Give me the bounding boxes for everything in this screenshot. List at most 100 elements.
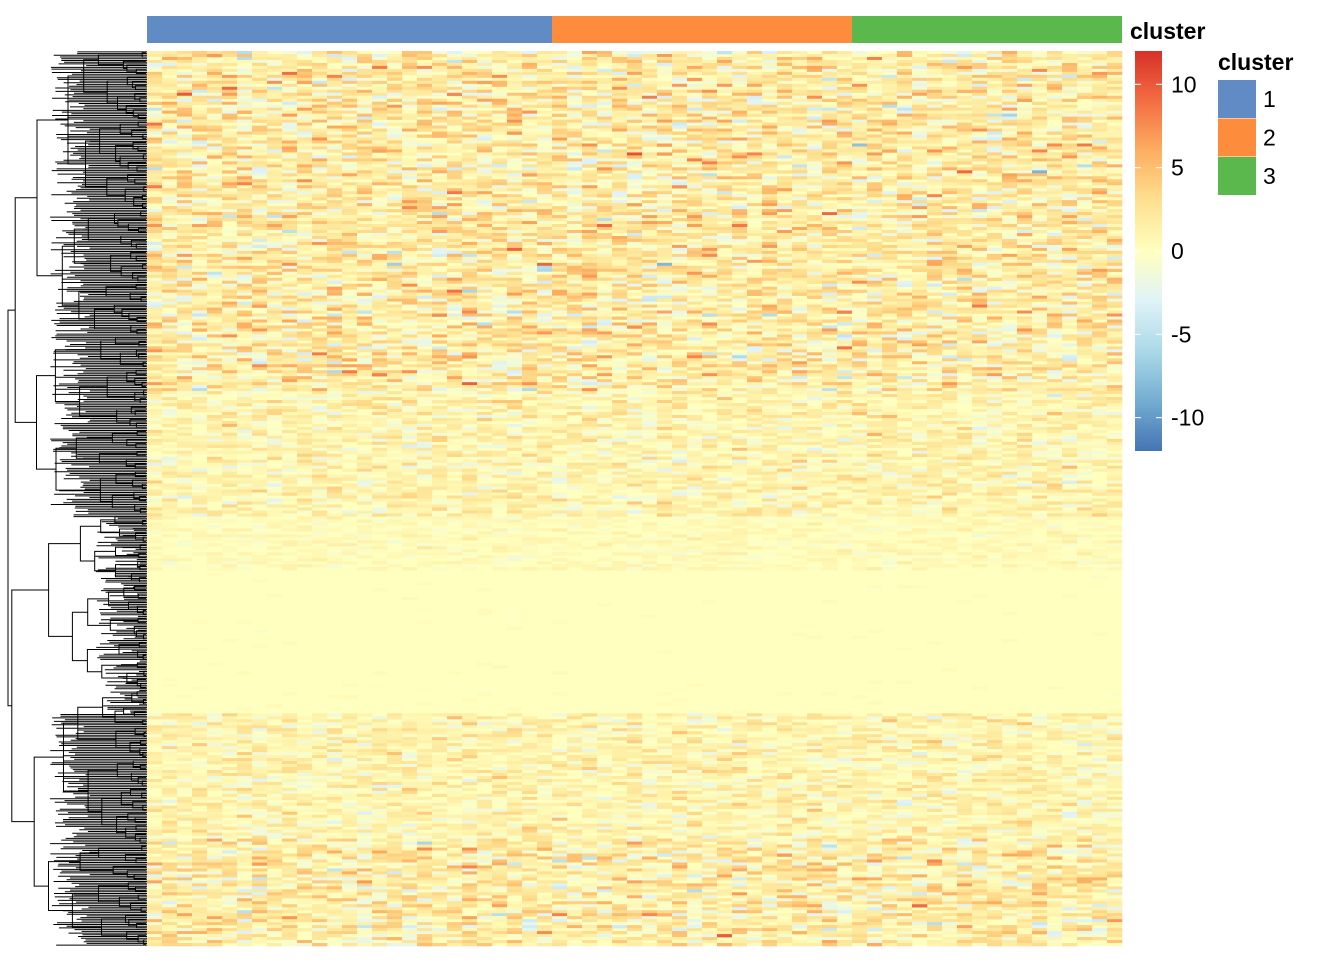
heatmap-cell xyxy=(942,241,958,246)
heatmap-cell xyxy=(957,241,973,246)
heatmap-cell xyxy=(972,128,988,132)
heatmap-cell xyxy=(717,113,733,117)
heatmap-cell xyxy=(942,197,958,201)
heatmap-cell xyxy=(267,62,283,67)
heatmap-cell xyxy=(1062,227,1078,231)
heatmap-cell xyxy=(1002,125,1018,129)
heatmap-cell xyxy=(417,227,433,231)
heatmap-cell xyxy=(747,241,763,246)
heatmap-cell xyxy=(372,86,388,91)
heatmap-cell xyxy=(357,107,373,111)
heatmap-cell xyxy=(642,203,658,207)
heatmap-cell xyxy=(552,224,568,228)
heatmap-cell xyxy=(942,164,958,168)
heatmap-cell xyxy=(777,131,793,135)
heatmap-cell xyxy=(297,230,313,234)
heatmap-cell xyxy=(237,51,253,55)
heatmap-cell xyxy=(837,128,853,132)
heatmap-cell xyxy=(1077,86,1093,91)
heatmap-cell xyxy=(492,197,508,201)
heatmap-cell xyxy=(402,176,418,180)
heatmap-cell xyxy=(912,241,928,246)
heatmap-cell xyxy=(822,140,838,144)
heatmap-cell xyxy=(672,74,688,79)
heatmap-cell xyxy=(1032,191,1048,195)
heatmap-cell xyxy=(1107,176,1123,180)
heatmap-cell xyxy=(1047,232,1063,237)
heatmap-cell xyxy=(897,83,913,88)
heatmap-cell xyxy=(462,215,478,219)
heatmap-cell xyxy=(1107,119,1123,123)
heatmap-cell xyxy=(927,110,943,114)
heatmap-cell xyxy=(387,164,403,168)
heatmap-cell xyxy=(972,51,988,55)
heatmap-cell xyxy=(1062,173,1078,177)
heatmap-cell xyxy=(897,59,913,64)
heatmap-cell xyxy=(672,259,688,264)
heatmap-cell xyxy=(1017,104,1033,108)
heatmap-cell xyxy=(762,194,778,198)
heatmap-cell xyxy=(162,197,178,201)
heatmap-cell xyxy=(1002,185,1018,189)
heatmap-cell xyxy=(327,86,343,91)
heatmap-cell xyxy=(867,143,883,147)
heatmap-cell xyxy=(372,56,388,61)
heatmap-cell xyxy=(597,238,613,243)
heatmap-cell xyxy=(537,238,553,243)
heatmap-cell xyxy=(162,71,178,76)
heatmap-cell xyxy=(957,182,973,186)
heatmap-cell xyxy=(567,259,583,264)
heatmap-cell xyxy=(222,149,238,153)
heatmap-cell xyxy=(1062,137,1078,141)
heatmap-cell xyxy=(447,77,463,82)
dendrogram-branch xyxy=(142,361,146,367)
heatmap-cell xyxy=(897,235,913,240)
heatmap-cell xyxy=(312,203,328,207)
heatmap-cell xyxy=(1032,140,1048,144)
heatmap-cell xyxy=(1107,77,1123,82)
heatmap-cell xyxy=(1107,191,1123,195)
heatmap-cell xyxy=(1017,244,1033,249)
heatmap-cell xyxy=(267,137,283,141)
heatmap-cell xyxy=(882,253,898,258)
heatmap-cell xyxy=(627,218,643,222)
heatmap-cell xyxy=(207,224,223,228)
heatmap-cell xyxy=(282,83,298,88)
heatmap-cell xyxy=(882,164,898,168)
heatmap-cell xyxy=(207,152,223,156)
heatmap-cell xyxy=(852,62,868,67)
heatmap-cell xyxy=(702,65,718,70)
heatmap-cell xyxy=(432,161,448,165)
heatmap-cell xyxy=(972,71,988,76)
heatmap-cell xyxy=(447,241,463,246)
heatmap-cell xyxy=(927,140,943,144)
heatmap-cell xyxy=(657,128,673,132)
heatmap-cell xyxy=(252,218,268,222)
heatmap-cell xyxy=(867,77,883,82)
heatmap-cell xyxy=(402,86,418,91)
heatmap-cell xyxy=(807,203,823,207)
heatmap-cell xyxy=(357,98,373,103)
heatmap-cell xyxy=(507,140,523,144)
heatmap-cell xyxy=(327,247,343,252)
heatmap-cell xyxy=(867,235,883,240)
heatmap-cell xyxy=(717,173,733,177)
heatmap-cell xyxy=(1002,131,1018,135)
heatmap-cell xyxy=(747,59,763,64)
heatmap-cell xyxy=(1107,167,1123,171)
heatmap-cell xyxy=(807,119,823,123)
heatmap-cell xyxy=(1032,101,1048,105)
heatmap-cell xyxy=(537,227,553,231)
heatmap-cell xyxy=(1062,140,1078,144)
heatmap-cell xyxy=(822,122,838,126)
heatmap-cell xyxy=(387,116,403,120)
heatmap-cell xyxy=(627,101,643,105)
heatmap-cell xyxy=(642,250,658,255)
heatmap-cell xyxy=(987,158,1003,162)
heatmap-cell xyxy=(492,194,508,198)
heatmap-cell xyxy=(612,62,628,67)
heatmap-cell xyxy=(192,176,208,180)
heatmap-cell xyxy=(207,232,223,237)
heatmap-cell xyxy=(402,194,418,198)
heatmap-cell xyxy=(657,56,673,61)
